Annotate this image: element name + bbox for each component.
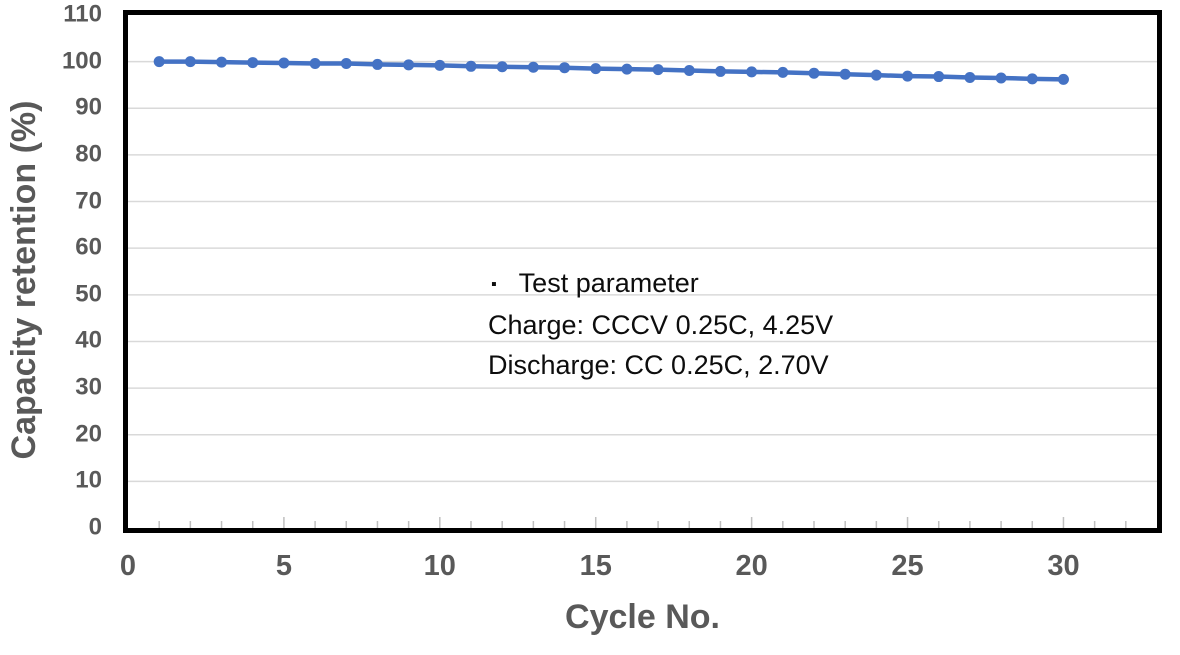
annotation-charge-line: Charge: CCCV 0.25C, 4.25V [488,310,834,340]
data-point-marker [153,56,165,68]
x-axis-title: Cycle No. [565,598,720,636]
data-point-marker [559,62,571,74]
data-point-marker [777,66,789,78]
plot-area: ▪ Test parameter Charge: CCCV 0.25C, 4.25… [123,10,1162,533]
annotation-title: Test parameter [518,268,699,298]
data-point-marker [808,67,820,79]
data-point-marker [683,64,695,76]
data-point-marker [371,58,383,70]
annotation-title-line: ▪ Test parameter [488,263,833,305]
y-tick-label: 100 [61,47,102,75]
plot-canvas [128,56,1157,528]
data-point-marker [1057,73,1069,85]
data-point-marker [1026,73,1038,85]
data-point-marker [434,59,446,71]
data-point-marker [278,57,290,69]
x-tick-label: 20 [735,550,768,582]
data-point-marker [933,71,945,83]
y-tick-label: 90 [75,93,102,121]
data-point-marker [746,66,758,78]
data-series-line [156,59,1066,82]
data-point-marker [465,60,477,72]
data-point-marker [964,71,976,83]
data-point-marker [527,61,539,73]
data-point-marker [870,69,882,81]
data-point-marker [839,68,851,80]
x-tick-label: 10 [423,550,456,582]
x-tick-label: 0 [119,550,137,582]
y-tick-label: 110 [63,0,102,28]
x-tick-label: 25 [891,550,924,582]
y-tick-label: 0 [88,513,102,541]
y-tick-label: 60 [75,233,102,261]
data-point-marker [403,59,415,71]
data-point-marker [652,64,664,76]
y-tick-label: 40 [75,326,102,354]
x-tick-label: 15 [579,550,612,582]
data-point-marker [995,72,1007,84]
data-point-marker [590,63,602,75]
y-tick-label: 10 [75,466,102,494]
y-tick-label: 80 [75,140,102,168]
data-point-marker [714,65,726,77]
data-point-marker [902,70,914,82]
data-point-marker [496,61,508,73]
data-point-marker [247,57,259,69]
y-tick-label: 20 [75,420,102,448]
data-point-marker [184,56,196,68]
data-point-marker [216,56,228,68]
test-parameter-annotation: ▪ Test parameter Charge: CCCV 0.25C, 4.25… [488,263,833,385]
data-point-marker [309,58,321,70]
annotation-discharge-line: Discharge: CC 0.25C, 2.70V [488,350,829,380]
y-tick-label: 70 [75,187,102,215]
y-tick-label: 30 [75,373,102,401]
x-tick-label: 30 [1047,550,1080,582]
y-tick-label: 50 [75,280,102,308]
x-tick-label: 5 [275,550,292,582]
square-bullet-icon: ▪ [491,276,497,293]
data-point-marker [621,63,633,75]
data-point-marker [340,58,352,70]
